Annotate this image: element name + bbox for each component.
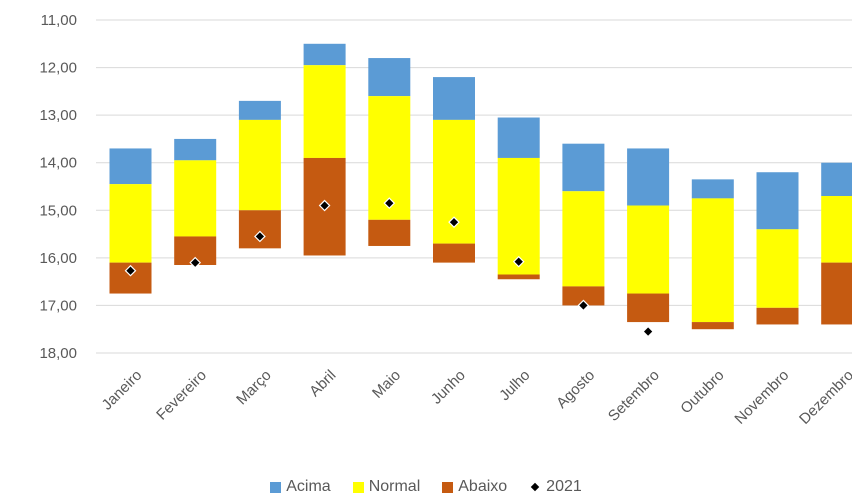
x-tick-label: Agosto	[553, 367, 598, 412]
legend-marker-2021	[530, 482, 540, 492]
bar-abaixo-maio	[368, 219, 411, 246]
bar-acima-dezembro	[821, 162, 852, 197]
marker-2021-maio	[383, 197, 396, 209]
x-tick-label: Fevereiro	[153, 367, 210, 424]
legend-item-acima: Acima	[270, 478, 331, 496]
bar-acima-abril	[303, 43, 346, 66]
bar-acima-junho	[433, 77, 475, 120]
bar-abaixo-julho	[497, 274, 540, 280]
x-tick-label: Março	[233, 367, 274, 408]
bar-normal-janeiro	[109, 184, 152, 263]
bar-normal-abril	[303, 65, 346, 158]
legend-item-abaixo: Abaixo	[442, 478, 507, 496]
x-tick-label: Janeiro	[99, 367, 146, 414]
y-tick-label: 14,00	[39, 155, 77, 172]
marker-2021-março	[254, 230, 266, 243]
x-tick-label: Abril	[306, 367, 339, 400]
bar-acima-março	[238, 100, 281, 120]
marker-2021-fevereiro	[189, 256, 202, 269]
marker-2021-junho	[448, 216, 460, 229]
marker-2021-agosto	[577, 299, 590, 312]
legend-label-acima: Acima	[286, 478, 331, 495]
y-tick-label: 16,00	[39, 250, 77, 267]
markers-2021	[124, 197, 654, 338]
legend-swatch-abaixo	[442, 481, 454, 493]
bar-normal-agosto	[562, 191, 605, 287]
bar-acima-janeiro	[109, 148, 152, 185]
bar-abaixo-setembro	[627, 293, 670, 323]
legend-item-2021: 2021	[529, 478, 582, 496]
y-tick-label: 13,00	[39, 107, 77, 124]
chart: 11,00 12,00 13,00 14,00 15,00 16,00 17,00 18,00…	[39, 12, 852, 428]
bar-normal-março	[238, 119, 281, 211]
bar-normal-julho	[497, 157, 540, 275]
bar-abaixo-novembro	[756, 307, 799, 325]
y-tick-label: 15,00	[39, 202, 77, 219]
x-tick-label: Dezembro	[796, 367, 852, 428]
y-tick-label: 12,00	[39, 60, 77, 77]
legend-label-2021: 2021	[546, 478, 582, 495]
x-tick-label: Novembro	[731, 367, 792, 428]
bar-normal-dezembro	[821, 196, 852, 263]
bar-acima-fevereiro	[174, 138, 217, 161]
legend-swatch-normal	[352, 481, 364, 493]
marker-2021-setembro	[642, 325, 654, 338]
bar-normal-fevereiro	[174, 160, 217, 237]
bar-abaixo-outubro	[691, 322, 734, 330]
x-axis-category-labels: Janeiro Fevereiro Março Abril Maio Junho Julho…	[99, 367, 852, 428]
x-tick-label: Outubro	[677, 367, 727, 417]
bar-normal-novembro	[756, 229, 799, 308]
marker-2021-janeiro	[124, 264, 137, 277]
marker-2021-abril	[318, 199, 331, 212]
legend: Acima Normal Abaixo 2021	[0, 478, 852, 496]
y-axis-tick-labels: 11,00 12,00 13,00 14,00 15,00 16,00 17,00 18,00	[39, 12, 77, 362]
bar-acima-julho	[497, 117, 540, 158]
x-tick-label: Setembro	[605, 367, 663, 425]
bar-normal-setembro	[627, 205, 670, 294]
legend-swatch-acima	[270, 481, 282, 493]
legend-item-normal: Normal	[352, 478, 421, 496]
bar-abaixo-março	[238, 210, 281, 249]
y-tick-label: 11,00	[41, 12, 77, 29]
bars	[109, 43, 852, 330]
x-tick-label: Julho	[496, 367, 533, 404]
bar-abaixo-junho	[433, 243, 475, 263]
bar-acima-maio	[368, 58, 411, 97]
bar-acima-outubro	[691, 179, 734, 199]
x-tick-label: Junho	[428, 367, 469, 408]
bar-acima-novembro	[756, 172, 799, 230]
legend-label-normal: Normal	[368, 478, 421, 495]
legend-label-abaixo: Abaixo	[458, 478, 508, 495]
bar-acima-agosto	[562, 143, 605, 192]
bar-acima-setembro	[627, 148, 670, 206]
marker-2021-julho	[512, 255, 525, 268]
bar-normal-outubro	[691, 198, 734, 323]
bar-abaixo-dezembro	[821, 262, 852, 325]
bar-abaixo-agosto	[562, 286, 605, 306]
y-tick-label: 18,00	[39, 345, 77, 362]
y-tick-label: 17,00	[39, 297, 77, 314]
x-tick-label: Maio	[369, 367, 404, 402]
